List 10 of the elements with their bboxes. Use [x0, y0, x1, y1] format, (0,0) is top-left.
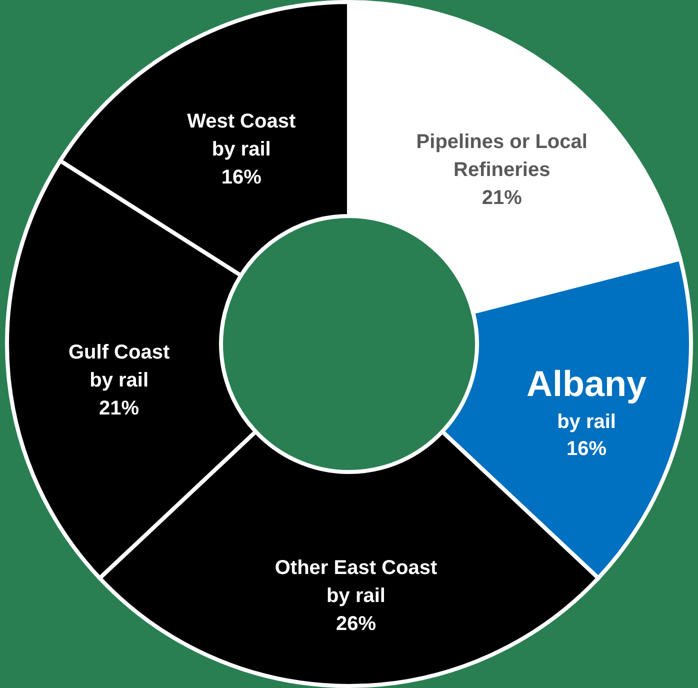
data-label: 21%	[99, 397, 140, 420]
slice-label: Pipelines or Local Refineries	[416, 130, 588, 181]
data-label: 16%	[221, 166, 262, 188]
data-label: 26%	[336, 613, 376, 635]
data-label: 16%	[566, 438, 607, 460]
slice-label: Gulf Coast by rail	[68, 341, 170, 392]
slice-label: Albany by rail	[526, 363, 647, 434]
slice-label: Other East Coast by rail	[274, 557, 438, 607]
slice-label: West Coast by rail	[187, 110, 296, 160]
data-label: 21%	[482, 186, 522, 209]
